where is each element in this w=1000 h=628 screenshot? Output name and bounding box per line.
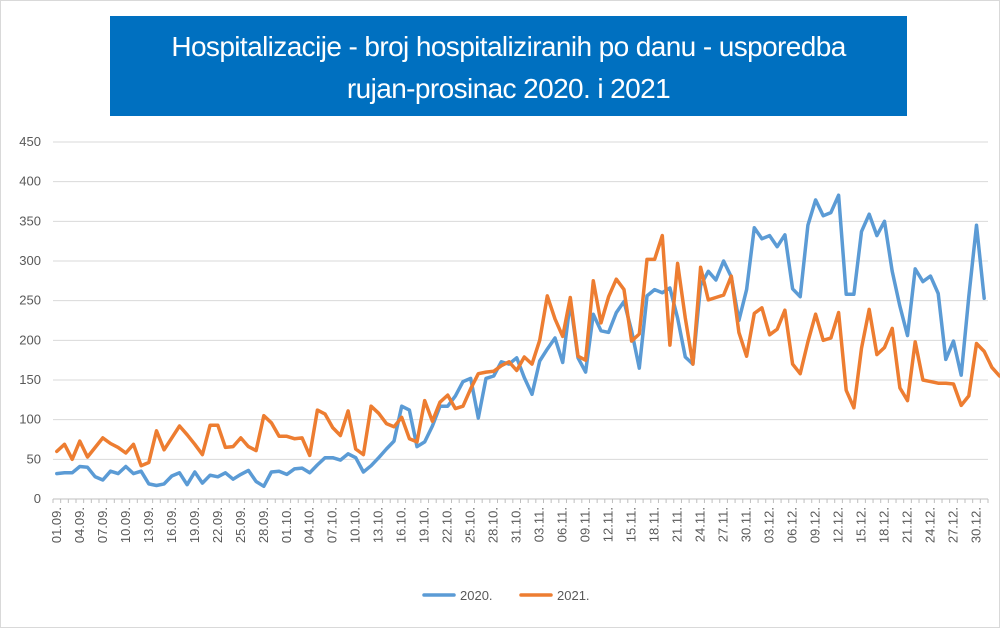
x-tick-label: 24.11. bbox=[693, 507, 708, 542]
x-tick-label: 16.09. bbox=[164, 507, 179, 543]
x-tick-label: 24.12. bbox=[923, 507, 938, 543]
x-tick-label: 06.11. bbox=[555, 507, 570, 542]
chart-title-box: Hospitalizacije - broj hospitaliziranih … bbox=[110, 16, 907, 116]
y-tick-label: 0 bbox=[34, 491, 41, 506]
x-tick-label: 13.09. bbox=[141, 507, 156, 543]
x-tick-label: 03.11. bbox=[532, 507, 547, 542]
x-tick-label: 30.11. bbox=[739, 507, 754, 542]
x-tick-label: 27.11. bbox=[716, 507, 731, 542]
x-tick-label: 31.10. bbox=[509, 507, 524, 543]
y-tick-label: 350 bbox=[19, 213, 41, 228]
x-tick-label: 28.10. bbox=[486, 507, 501, 543]
x-tick-label: 06.12. bbox=[785, 507, 800, 543]
x-tick-label: 25.09. bbox=[233, 507, 248, 543]
x-tick-label: 04.09. bbox=[72, 507, 87, 543]
x-tick-label: 04.10. bbox=[302, 507, 317, 543]
x-tick-label: 07.09. bbox=[95, 507, 110, 543]
chart-title-line-2: rujan-prosinac 2020. i 2021 bbox=[346, 73, 671, 104]
x-tick-label: 15.11. bbox=[624, 507, 639, 542]
x-tick-label: 01.09. bbox=[49, 507, 64, 543]
x-tick-label: 12.12. bbox=[831, 507, 846, 543]
x-tick-label: 22.10. bbox=[440, 507, 455, 543]
x-tick-label: 21.11. bbox=[670, 507, 685, 542]
y-tick-label: 150 bbox=[19, 372, 41, 387]
x-tick-label: 19.09. bbox=[187, 507, 202, 543]
x-tick-label: 07.10. bbox=[325, 507, 340, 543]
x-tick-label: 16.10. bbox=[394, 507, 409, 543]
y-tick-label: 100 bbox=[19, 412, 41, 427]
x-tick-label: 25.10. bbox=[463, 507, 478, 543]
x-tick-label: 10.10. bbox=[348, 507, 363, 543]
x-tick-label: 28.09. bbox=[256, 507, 271, 543]
legend-label: 2021. bbox=[557, 588, 590, 603]
x-tick-label: 18.12. bbox=[877, 507, 892, 543]
x-tick-label: 19.10. bbox=[417, 507, 432, 543]
chart-title-line-1: Hospitalizacije - broj hospitaliziranih … bbox=[171, 31, 846, 62]
x-tick-label: 21.12. bbox=[900, 507, 915, 543]
y-tick-label: 200 bbox=[19, 332, 41, 347]
y-tick-label: 300 bbox=[19, 253, 41, 268]
series-line-2021 bbox=[55, 233, 1000, 468]
x-tick-label: 15.12. bbox=[854, 507, 869, 543]
y-tick-label: 250 bbox=[19, 293, 41, 308]
x-tick-label: 01.10. bbox=[279, 507, 294, 543]
x-tick-label: 12.11. bbox=[601, 507, 616, 542]
x-tick-label: 09.12. bbox=[808, 507, 823, 543]
x-tick-label: 10.09. bbox=[118, 507, 133, 543]
x-tick-label: 18.11. bbox=[647, 507, 662, 542]
legend-label: 2020. bbox=[460, 588, 493, 603]
x-tick-label: 09.11. bbox=[578, 507, 593, 542]
x-tick-label: 03.12. bbox=[762, 507, 777, 543]
x-tick-label: 22.09. bbox=[210, 507, 225, 543]
x-tick-label: 27.12. bbox=[946, 507, 961, 543]
x-tick-label: 30.12. bbox=[969, 507, 984, 543]
series-line-2020 bbox=[55, 193, 986, 489]
y-tick-label: 50 bbox=[27, 451, 41, 466]
y-tick-label: 450 bbox=[19, 134, 41, 149]
y-tick-label: 400 bbox=[19, 174, 41, 189]
x-tick-label: 13.10. bbox=[371, 507, 386, 543]
